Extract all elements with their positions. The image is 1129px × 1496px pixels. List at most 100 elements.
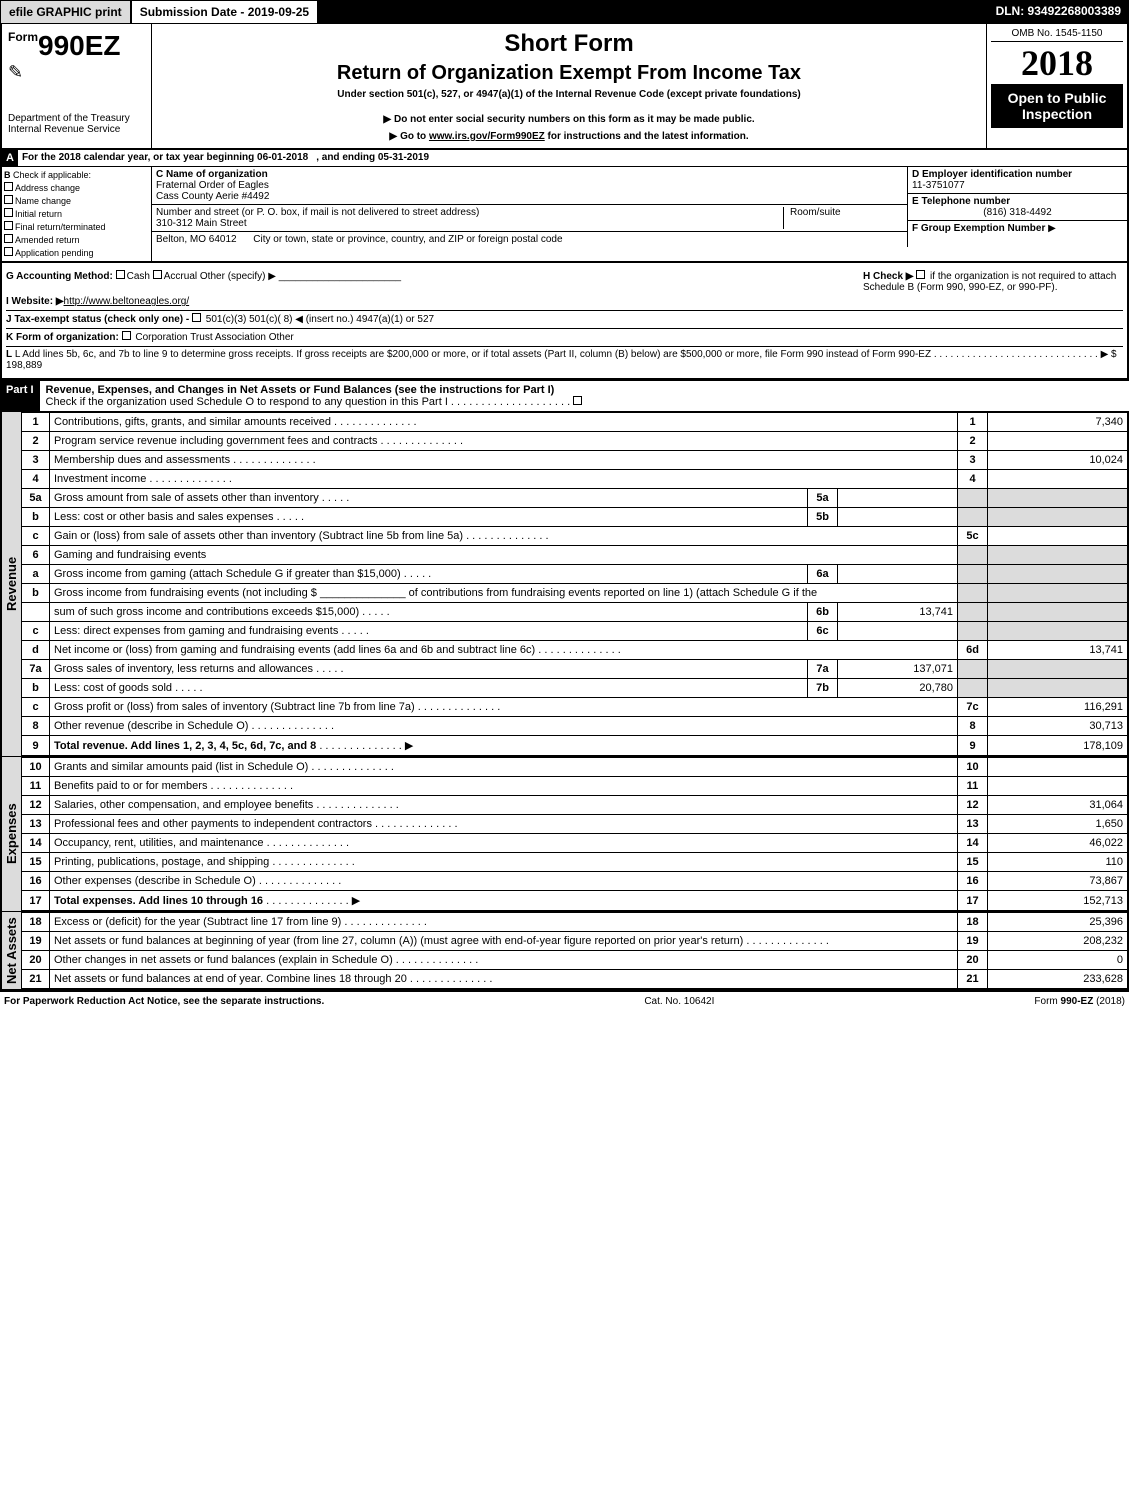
- line-amount: 30,713: [988, 717, 1128, 736]
- org-name: Fraternal Order of Eagles: [156, 180, 269, 191]
- addr-val: 310-312 Main Street: [156, 218, 247, 229]
- line-row: 17Total expenses. Add lines 10 through 1…: [22, 891, 1128, 911]
- line-number: 3: [22, 451, 50, 470]
- part1-header-row: Part I Revenue, Expenses, and Changes in…: [0, 380, 1129, 411]
- line-desc: Gain or (loss) from sale of assets other…: [50, 527, 958, 546]
- line-desc: Printing, publications, postage, and shi…: [50, 853, 958, 872]
- g-other[interactable]: Other (specify) ▶: [200, 271, 276, 282]
- line-amount: 25,396: [988, 913, 1128, 932]
- chk-final[interactable]: Final return/terminated: [4, 220, 149, 233]
- line-box: 21: [958, 970, 988, 989]
- line-number: c: [22, 527, 50, 546]
- footer-right: Form 990-EZ (2018): [1034, 996, 1125, 1007]
- line-desc: Other changes in net assets or fund bala…: [50, 951, 958, 970]
- line-desc: Occupancy, rent, utilities, and maintena…: [50, 834, 958, 853]
- line-row: 21Net assets or fund balances at end of …: [22, 970, 1128, 989]
- line-box: 20: [958, 951, 988, 970]
- c-label: C Name of organization: [156, 169, 268, 180]
- line-desc: Program service revenue including govern…: [50, 432, 958, 451]
- chk-initial[interactable]: Initial return: [4, 207, 149, 220]
- line-amount: 116,291: [988, 698, 1128, 717]
- website-link[interactable]: http://www.beltoneagles.org/: [64, 296, 190, 307]
- line-number: 18: [22, 913, 50, 932]
- amt-shade: [988, 679, 1128, 698]
- line-amount: 13,741: [988, 641, 1128, 660]
- g-accrual[interactable]: Accrual: [164, 271, 197, 282]
- f-arrow-icon: ▶: [1048, 223, 1056, 234]
- line-desc: Gross income from gaming (attach Schedul…: [50, 565, 808, 584]
- line-number: 6: [22, 546, 50, 565]
- a-end: , and ending 05-31-2019: [312, 150, 433, 166]
- chk-amended[interactable]: Amended return: [4, 233, 149, 246]
- note-ssn: Do not enter social security numbers on …: [158, 114, 980, 125]
- line-number: [22, 603, 50, 622]
- cell-d-ein: D Employer identification number 11-3751…: [907, 167, 1127, 194]
- irs-logo-icon: ✎: [8, 62, 145, 83]
- box-shade: [958, 489, 988, 508]
- box-bc: B Check if applicable: Address change Na…: [2, 167, 1127, 261]
- line-desc: Gaming and fundraising events: [50, 546, 958, 565]
- line-row: 3Membership dues and assessments . . . .…: [22, 451, 1128, 470]
- amt-shade: [988, 660, 1128, 679]
- amt-shade: [988, 565, 1128, 584]
- part1-checkbox[interactable]: [573, 396, 582, 405]
- col-d: D Employer identification number 11-3751…: [907, 167, 1127, 261]
- line-box: 9: [958, 736, 988, 756]
- box-shade: [958, 660, 988, 679]
- line-number: 13: [22, 815, 50, 834]
- amt-shade: [988, 489, 1128, 508]
- mini-box: 6c: [808, 622, 838, 641]
- header-right: OMB No. 1545-1150 2018 Open to Public In…: [987, 24, 1127, 148]
- line-amount: 10,024: [988, 451, 1128, 470]
- section-gh: G Accounting Method: Cash Accrual Other …: [0, 263, 1129, 380]
- mini-amount: [838, 565, 958, 584]
- irs-label: Internal Revenue Service: [8, 124, 145, 135]
- line-desc: Net income or (loss) from gaming and fun…: [50, 641, 958, 660]
- mini-amount: [838, 622, 958, 641]
- efile-print-button[interactable]: efile GRAPHIC print: [0, 0, 131, 24]
- line-desc: Net assets or fund balances at beginning…: [50, 932, 958, 951]
- line-number: b: [22, 508, 50, 527]
- line-number: 14: [22, 834, 50, 853]
- line-desc: Salaries, other compensation, and employ…: [50, 796, 958, 815]
- line-number: 1: [22, 413, 50, 432]
- line-row: 19Net assets or fund balances at beginni…: [22, 932, 1128, 951]
- box-shade: [958, 508, 988, 527]
- line-amount: 1,650: [988, 815, 1128, 834]
- line-number: 10: [22, 758, 50, 777]
- line-number: 17: [22, 891, 50, 911]
- line-number: 19: [22, 932, 50, 951]
- line-box: 2: [958, 432, 988, 451]
- line-box: 5c: [958, 527, 988, 546]
- chk-address[interactable]: Address change: [4, 181, 149, 194]
- form-id-cell: Form990EZ ✎ Department of the Treasury I…: [2, 24, 152, 148]
- line-desc: Gross sales of inventory, less returns a…: [50, 660, 808, 679]
- revenue-table: 1Contributions, gifts, grants, and simil…: [21, 412, 1128, 756]
- amt-shade: [988, 603, 1128, 622]
- chk-name[interactable]: Name change: [4, 194, 149, 207]
- chk-pending[interactable]: Application pending: [4, 246, 149, 259]
- line-number: 21: [22, 970, 50, 989]
- line-desc: Excess or (deficit) for the year (Subtra…: [50, 913, 958, 932]
- addr-label: Number and street (or P. O. box, if mail…: [156, 207, 479, 218]
- revenue-block: Revenue 1Contributions, gifts, grants, a…: [0, 411, 1129, 757]
- line-desc: Total revenue. Add lines 1, 2, 3, 4, 5c,…: [50, 736, 958, 756]
- side-netassets: Net Assets: [1, 912, 21, 989]
- mini-amount: 20,780: [838, 679, 958, 698]
- line-number: 5a: [22, 489, 50, 508]
- line-row: 14Occupancy, rent, utilities, and mainte…: [22, 834, 1128, 853]
- line-row: dNet income or (loss) from gaming and fu…: [22, 641, 1128, 660]
- line-row: 13Professional fees and other payments t…: [22, 815, 1128, 834]
- line-amount: 178,109: [988, 736, 1128, 756]
- form-number: Form990EZ: [8, 30, 145, 62]
- mini-amount: [838, 489, 958, 508]
- g-cash[interactable]: Cash: [127, 271, 150, 282]
- line-number: 12: [22, 796, 50, 815]
- info-section: A For the 2018 calendar year, or tax yea…: [0, 150, 1129, 263]
- line-desc: Gross income from fundraising events (no…: [50, 584, 958, 603]
- line-desc: sum of such gross income and contributio…: [50, 603, 808, 622]
- line-desc: Less: cost of goods sold . . . . .: [50, 679, 808, 698]
- line-row: 1Contributions, gifts, grants, and simil…: [22, 413, 1128, 432]
- box-shade: [958, 546, 988, 565]
- f-label: F Group Exemption Number: [912, 223, 1045, 234]
